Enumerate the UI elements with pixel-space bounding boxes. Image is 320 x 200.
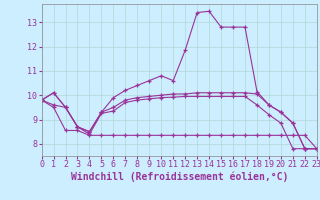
X-axis label: Windchill (Refroidissement éolien,°C): Windchill (Refroidissement éolien,°C) bbox=[70, 172, 288, 182]
